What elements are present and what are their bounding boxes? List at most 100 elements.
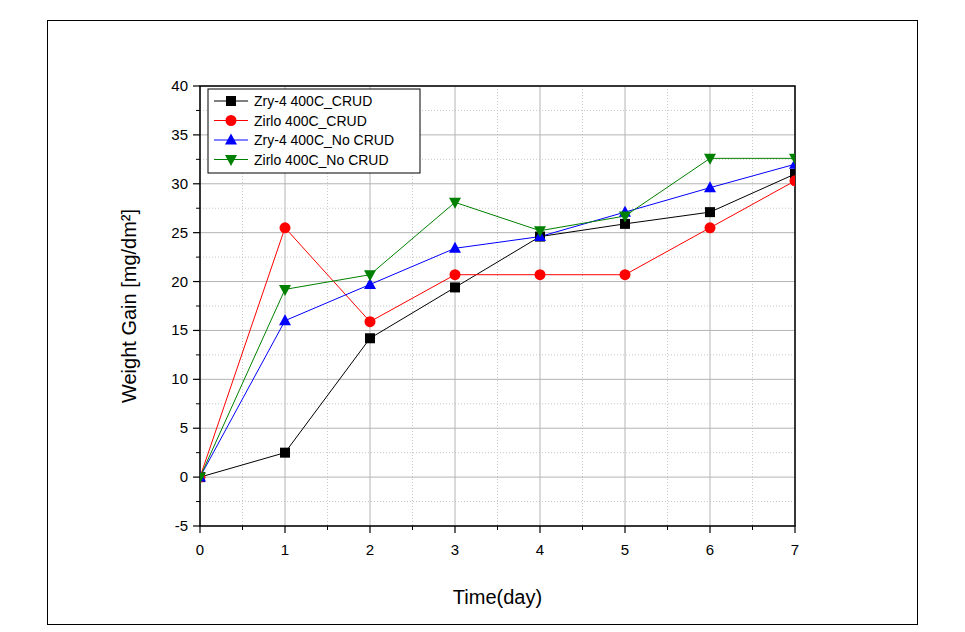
data-point xyxy=(535,269,546,280)
minor-grid xyxy=(200,306,795,307)
data-point xyxy=(280,448,290,458)
data-point xyxy=(620,269,631,280)
grid-line xyxy=(200,183,795,184)
data xyxy=(200,154,795,484)
data-point xyxy=(364,270,376,281)
y-tick xyxy=(193,525,200,526)
data-point xyxy=(704,181,716,192)
x-minor-tick xyxy=(667,526,668,530)
data-point xyxy=(279,285,291,296)
x-minor-tick xyxy=(412,526,413,530)
grid xyxy=(200,86,795,526)
grid-line xyxy=(200,281,795,282)
y-tick-label: 15 xyxy=(171,321,188,338)
background xyxy=(0,0,965,632)
y-tick xyxy=(193,379,200,380)
y-tick-label: 25 xyxy=(171,224,188,241)
grid-line xyxy=(625,86,626,526)
y-tick-label: 20 xyxy=(171,273,188,290)
data-point xyxy=(365,316,376,327)
data-point xyxy=(200,473,206,484)
grid-line xyxy=(540,86,541,526)
legend-box xyxy=(208,89,420,173)
data-point xyxy=(789,154,795,165)
minor-grid xyxy=(200,403,795,404)
data-point xyxy=(449,242,461,253)
y-tick-label: 35 xyxy=(171,126,188,143)
x-minor-tick xyxy=(242,526,243,530)
grid-line xyxy=(200,330,795,331)
x-tick xyxy=(199,526,200,533)
y-minor-tick xyxy=(196,110,200,111)
x-tick xyxy=(539,526,540,533)
minor-grid xyxy=(200,501,795,502)
y-tick-label: 30 xyxy=(171,175,188,192)
legend-label: Zirlo 400C_No CRUD xyxy=(254,152,389,168)
data-point xyxy=(280,222,291,233)
x-minor-tick xyxy=(327,526,328,530)
x-tick-label: 5 xyxy=(621,541,629,558)
y-tick-label: 10 xyxy=(171,370,188,387)
y-tick-label: 0 xyxy=(180,468,188,485)
y-tick xyxy=(193,232,200,233)
legend-label: Zry-4 400C_CRUD xyxy=(254,93,372,109)
chart: 01234567-50510152025303540Time(day)Weigh… xyxy=(0,0,965,632)
y-tick xyxy=(193,183,200,184)
y-tick xyxy=(193,281,200,282)
x-tick xyxy=(624,526,625,533)
y-minor-tick xyxy=(196,452,200,453)
series-line xyxy=(200,158,795,477)
y-tick xyxy=(193,428,200,429)
legend-label: Zirlo 400C_CRUD xyxy=(254,113,367,129)
series-line xyxy=(200,174,795,477)
data-point xyxy=(790,175,796,186)
y-tick-label: 40 xyxy=(171,77,188,94)
axes: 01234567-50510152025303540 xyxy=(171,77,799,558)
data-point xyxy=(450,269,461,280)
x-tick-label: 1 xyxy=(281,541,289,558)
x-tick-label: 6 xyxy=(706,541,714,558)
legend-marker xyxy=(226,115,237,126)
data-point xyxy=(365,333,375,343)
x-tick xyxy=(369,526,370,533)
y-minor-tick xyxy=(196,159,200,160)
x-axis-label: Time(day) xyxy=(453,586,542,608)
data-point xyxy=(200,472,206,483)
data-point xyxy=(534,226,546,237)
legend: Zry-4 400C_CRUDZirlo 400C_CRUDZry-4 400C… xyxy=(208,89,420,173)
series-line xyxy=(200,181,795,477)
data-point xyxy=(704,154,716,165)
y-tick xyxy=(193,330,200,331)
y-minor-tick xyxy=(196,208,200,209)
data-point xyxy=(279,314,291,325)
y-minor-tick xyxy=(196,501,200,502)
minor-grid xyxy=(582,86,583,526)
x-tick-label: 7 xyxy=(791,541,799,558)
minor-grid xyxy=(200,354,795,355)
minor-grid xyxy=(667,86,668,526)
data-point xyxy=(705,207,715,217)
x-minor-tick xyxy=(752,526,753,530)
y-tick xyxy=(193,85,200,86)
grid-line xyxy=(455,86,456,526)
y-axis-label: Weight Gain [mg/dm²] xyxy=(118,209,140,403)
legend-marker xyxy=(225,155,237,166)
x-tick-label: 4 xyxy=(536,541,544,558)
x-tick xyxy=(794,526,795,533)
outer-frame xyxy=(48,21,918,625)
minor-grid xyxy=(200,257,795,258)
x-tick xyxy=(709,526,710,533)
data-point xyxy=(705,222,716,233)
y-tick xyxy=(193,134,200,135)
legend-marker xyxy=(225,134,237,145)
series-line xyxy=(200,164,795,477)
grid-line xyxy=(710,86,711,526)
y-minor-tick xyxy=(196,403,200,404)
y-tick xyxy=(193,477,200,478)
grid-line xyxy=(200,428,795,429)
y-tick-label: 5 xyxy=(180,419,188,436)
x-tick xyxy=(284,526,285,533)
x-minor-tick xyxy=(582,526,583,530)
legend-marker xyxy=(226,96,236,106)
x-tick-label: 3 xyxy=(451,541,459,558)
